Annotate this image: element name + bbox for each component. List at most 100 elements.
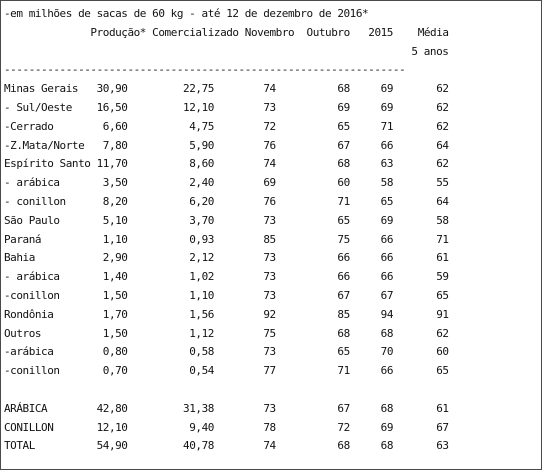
- cell-outubro: 67: [337, 288, 350, 302]
- cell-region: -Cerrado: [4, 119, 54, 133]
- cell-outubro: 65: [337, 213, 350, 227]
- cell-outubro: 69: [337, 100, 350, 114]
- cell-region: São Paulo: [4, 213, 60, 227]
- cell-media: 62: [436, 100, 449, 114]
- cell-comercializado: 5,90: [189, 138, 214, 152]
- cell-novembro: 72: [263, 119, 276, 133]
- total-row: ARÁBICA 42,80 31,38 73 67 68 61: [4, 402, 449, 415]
- cell-comercializado: 2,40: [189, 176, 214, 190]
- column-headers-subline: 5 anos: [4, 45, 448, 58]
- total-row: TOTAL 54,90 40,78 74 68 68 63: [4, 439, 449, 452]
- table-row: - arábica 3,50 2,40 69 60 58 55: [4, 176, 449, 189]
- cell-region: CONILLON: [4, 420, 54, 434]
- cell-outubro: 66: [337, 270, 350, 284]
- cell-region: - conillon: [4, 194, 66, 208]
- cell-ano-2015: 66: [380, 232, 394, 246]
- cell-outubro: 68: [337, 326, 350, 340]
- cell-region: Bahia: [4, 251, 35, 265]
- region-rows: Minas Gerais 30,90 22,75 74 68 69 62 - S…: [4, 82, 449, 377]
- cell-novembro: 92: [263, 307, 276, 321]
- cell-ano-2015: 68: [380, 401, 394, 415]
- cell-media: 64: [436, 138, 449, 152]
- total-row: CONILLON 12,10 9,40 78 72 69 67: [4, 421, 449, 434]
- cell-media: 55: [436, 176, 449, 190]
- cell-novembro: 73: [263, 251, 276, 265]
- cell-ano-2015: 94: [380, 307, 394, 321]
- cell-ano-2015: 69: [380, 100, 394, 114]
- cell-novembro: 73: [263, 270, 276, 284]
- cell-media: 62: [436, 82, 449, 96]
- cell-ano-2015: 66: [380, 251, 394, 265]
- cell-producao: 1,50: [102, 288, 128, 302]
- table-row: -conillon 1,50 1,10 73 67 67 65: [4, 289, 449, 302]
- cell-ano-2015: 69: [380, 213, 394, 227]
- table-row: Bahia 2,90 2,12 73 66 66 61: [4, 251, 449, 264]
- cell-producao: 1,10: [102, 232, 128, 246]
- cell-producao: 42,80: [96, 401, 128, 415]
- header-novembro: Novembro: [244, 25, 295, 39]
- cell-producao: 0,70: [102, 364, 128, 378]
- table-row: Minas Gerais 30,90 22,75 74 68 69 62: [4, 82, 449, 95]
- cell-ano-2015: 63: [380, 157, 394, 171]
- cell-producao: 11,70: [96, 157, 128, 171]
- cell-outubro: 65: [337, 345, 350, 359]
- table-row: Espírito Santo 11,70 8,60 74 68 63 62: [4, 157, 449, 170]
- cell-outubro: 72: [337, 420, 350, 434]
- table-row: São Paulo 5,10 3,70 73 65 69 58: [4, 214, 449, 227]
- cell-producao: 1,50: [102, 326, 128, 340]
- cell-region: Espírito Santo: [4, 157, 91, 171]
- cell-outubro: 68: [337, 439, 350, 453]
- cell-comercializado: 31,38: [183, 401, 214, 415]
- cell-producao: 5,10: [102, 213, 128, 227]
- cell-comercializado: 0,58: [189, 345, 214, 359]
- cell-ano-2015: 71: [380, 119, 394, 133]
- cell-comercializado: 12,10: [183, 100, 214, 114]
- cell-media: 61: [436, 401, 449, 415]
- cell-region: ARÁBICA: [4, 401, 48, 415]
- header-outubro: Outubro: [306, 25, 351, 39]
- cell-outubro: 85: [337, 307, 350, 321]
- header-media: Média: [417, 25, 449, 39]
- total-rows: ARÁBICA 42,80 31,38 73 67 68 61 CONILLON…: [4, 402, 449, 453]
- cell-region: - Sul/Oeste: [4, 100, 72, 114]
- cell-producao: 16,50: [96, 100, 128, 114]
- cell-region: TOTAL: [4, 439, 35, 453]
- cell-comercializado: 0,93: [189, 232, 214, 246]
- table-row: - conillon 8,20 6,20 76 71 65 64: [4, 195, 449, 208]
- cell-ano-2015: 65: [380, 194, 394, 208]
- cell-producao: 1,40: [102, 270, 128, 284]
- cell-region: -arábica: [4, 345, 54, 359]
- cell-novembro: 74: [263, 439, 276, 453]
- header-ano-2015: 2015: [368, 25, 393, 39]
- cell-novembro: 85: [263, 232, 276, 246]
- cell-ano-2015: 68: [380, 326, 394, 340]
- cell-outubro: 66: [337, 251, 350, 265]
- cell-region: Outros: [4, 326, 42, 340]
- cell-comercializado: 8,60: [189, 157, 214, 171]
- cell-comercializado: 1,02: [189, 270, 214, 284]
- cell-comercializado: 40,78: [183, 439, 214, 453]
- cell-novembro: 77: [263, 364, 276, 378]
- cell-novembro: 73: [263, 288, 276, 302]
- table-row: -arábica 0,80 0,58 73 65 70 60: [4, 345, 449, 358]
- cell-ano-2015: 69: [380, 420, 394, 434]
- header-separator: ----------------------------------------…: [4, 63, 406, 77]
- cell-comercializado: 9,40: [189, 420, 214, 434]
- cell-comercializado: 0,54: [189, 364, 214, 378]
- cell-media: 58: [436, 213, 449, 227]
- cell-producao: 12,10: [96, 420, 128, 434]
- cell-ano-2015: 68: [380, 439, 394, 453]
- cell-outubro: 67: [337, 401, 350, 415]
- cell-region: -conillon: [4, 288, 60, 302]
- cell-media: 62: [436, 119, 449, 133]
- table-row: Paraná 1,10 0,93 85 75 66 71: [4, 233, 449, 246]
- cell-ano-2015: 69: [380, 82, 394, 96]
- cell-novembro: 74: [263, 82, 276, 96]
- cell-novembro: 76: [263, 138, 276, 152]
- cell-novembro: 73: [263, 345, 276, 359]
- cell-producao: 7,80: [102, 138, 128, 152]
- cell-producao: 54,90: [96, 439, 128, 453]
- report-caption: -em milhões de sacas de 60 kg - até 12 d…: [4, 7, 369, 20]
- table-row: Outros 1,50 1,12 75 68 68 62: [4, 327, 449, 340]
